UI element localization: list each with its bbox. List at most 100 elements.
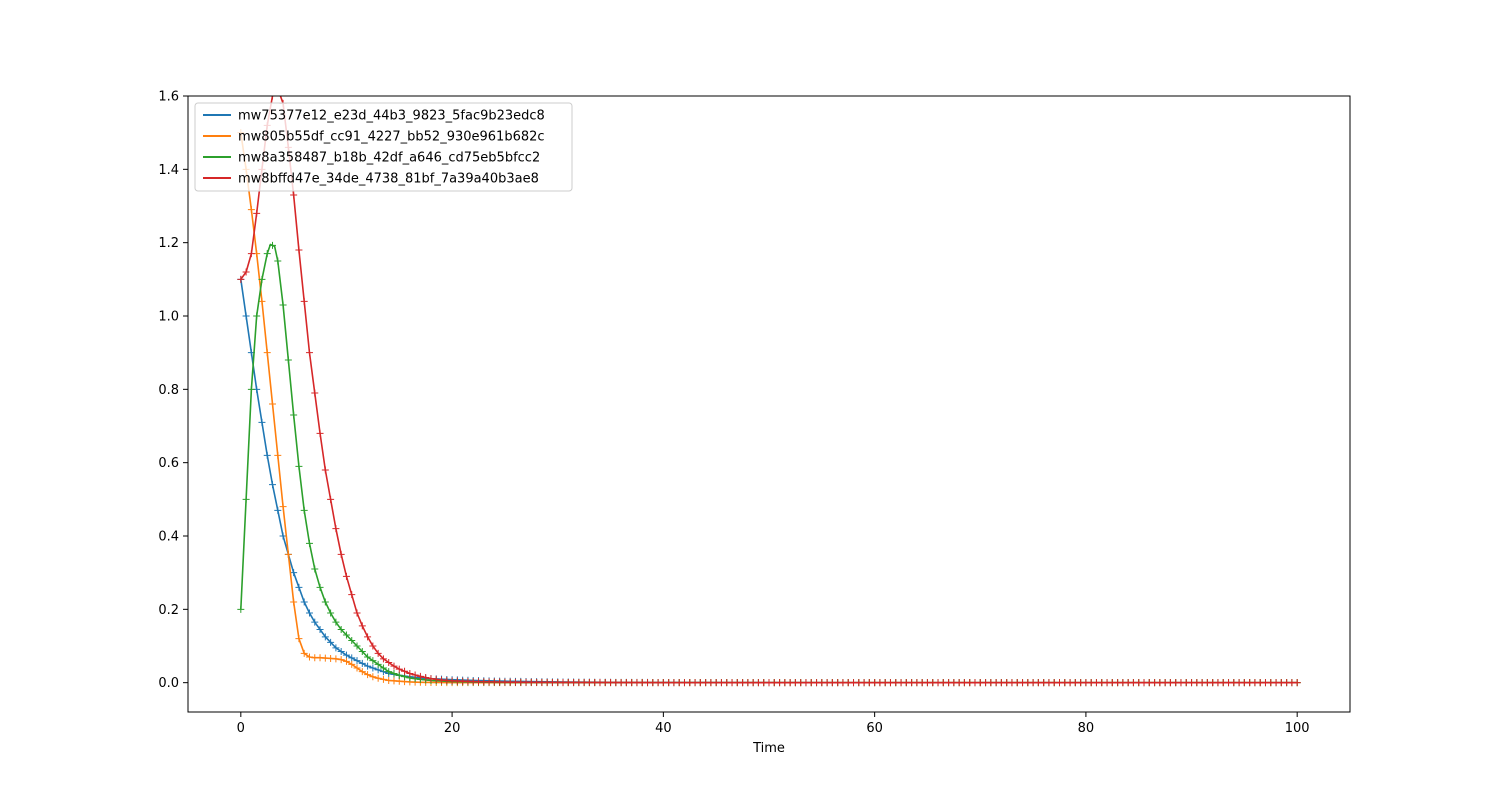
y-tick-label: 1.4 — [158, 163, 179, 178]
y-tick-label: 0.4 — [158, 530, 179, 545]
data-point — [353, 657, 361, 665]
data-point — [269, 400, 277, 408]
data-point — [395, 671, 403, 679]
data-point — [321, 633, 329, 641]
data-point — [342, 572, 350, 580]
data-point — [353, 642, 361, 650]
x-axis-label: Time — [752, 741, 785, 756]
x-tick-label: 80 — [1078, 721, 1095, 736]
legend-label: mw8bffd47e_34de_4738_81bf_7a39a40b3ae8 — [238, 172, 539, 187]
data-point — [321, 466, 329, 474]
y-tick-label: 0.8 — [158, 383, 179, 398]
data-point — [348, 637, 356, 644]
data-point — [279, 503, 287, 511]
legend-label: mw805b55df_cc91_4227_bb52_930e961b682c — [238, 130, 545, 145]
x-tick-label: 20 — [444, 721, 461, 736]
legend-item: mw8bffd47e_34de_4738_81bf_7a39a40b3ae8 — [203, 172, 539, 187]
data-point — [364, 671, 372, 679]
data-point — [269, 241, 277, 249]
data-point — [337, 656, 345, 664]
data-point — [348, 660, 356, 668]
data-point — [316, 429, 324, 437]
y-tick-label: 1.6 — [158, 90, 179, 105]
data-point — [332, 644, 340, 652]
data-point — [358, 659, 366, 667]
data-point — [290, 191, 298, 199]
data-point — [369, 657, 377, 665]
data-point — [358, 668, 366, 676]
legend-item: mw805b55df_cc91_4227_bb52_930e961b682c — [203, 130, 545, 145]
legend: mw75377e12_e23d_44b3_9823_5fac9b23edc8mw… — [194, 102, 573, 192]
data-point — [358, 622, 366, 630]
data-point — [290, 411, 298, 419]
data-point — [311, 389, 319, 397]
data-point — [342, 657, 350, 665]
data-point — [374, 674, 382, 682]
data-point — [369, 664, 377, 672]
data-point — [311, 565, 319, 573]
data-point — [390, 662, 398, 670]
y-tick-label: 0.2 — [158, 603, 179, 618]
plot-frame — [187, 95, 1351, 713]
y-axis: 0.0 0.2 0.4 0.6 0.8 1.0 1.2 1.4 1.6 — [158, 90, 188, 691]
data-point — [305, 349, 313, 357]
legend-label: mw75377e12_e23d_44b3_9823_5fac9b23edc8 — [238, 109, 545, 124]
data-point — [253, 312, 261, 320]
data-point — [274, 257, 282, 265]
data-point — [342, 631, 350, 639]
data-point — [385, 668, 393, 676]
data-point — [279, 532, 287, 540]
y-tick-label: 1.2 — [158, 236, 179, 251]
data-point — [290, 569, 298, 577]
data-point — [295, 246, 303, 254]
data-point — [305, 609, 313, 617]
data-point — [432, 675, 440, 683]
data-point — [305, 539, 313, 547]
data-point — [321, 598, 329, 606]
data-point — [358, 648, 366, 655]
x-tick-label: 100 — [1285, 721, 1310, 736]
data-point — [300, 297, 308, 305]
data-point — [348, 654, 356, 662]
x-tick-label: 0 — [237, 721, 245, 736]
data-point — [300, 649, 308, 657]
data-point — [253, 209, 261, 217]
data-point — [300, 598, 308, 606]
data-point — [406, 670, 414, 677]
data-point — [279, 301, 287, 309]
data-point — [332, 618, 340, 626]
data-point — [295, 583, 303, 591]
series-4 — [237, 96, 1301, 687]
data-point — [427, 675, 435, 683]
data-point — [247, 206, 255, 214]
x-axis: 0 20 40 60 80 100 — [237, 712, 1310, 736]
data-point — [274, 506, 282, 514]
data-point — [369, 673, 377, 681]
data-point — [385, 659, 393, 666]
data-point — [295, 462, 303, 470]
data-point — [263, 349, 271, 357]
data-point — [242, 312, 250, 320]
data-point — [337, 648, 345, 655]
series-layer — [237, 96, 1301, 687]
data-point — [401, 667, 409, 675]
data-point — [390, 670, 398, 677]
data-point — [258, 297, 266, 305]
data-point — [316, 583, 324, 591]
data-point — [311, 618, 319, 626]
data-point — [290, 598, 298, 606]
legend-label: mw8a358487_b18b_42df_a646_cd75eb5bfcc2 — [238, 151, 540, 166]
data-point — [422, 674, 430, 682]
data-point — [1293, 679, 1301, 687]
y-tick-label: 1.0 — [158, 310, 179, 325]
data-point — [337, 626, 345, 633]
data-point — [374, 649, 382, 657]
data-point — [353, 609, 361, 617]
data-point — [342, 651, 350, 659]
data-point — [395, 665, 403, 673]
data-point — [364, 653, 372, 661]
data-point — [332, 525, 340, 533]
data-point — [295, 635, 303, 643]
data-point — [416, 672, 424, 680]
data-point — [284, 550, 292, 558]
